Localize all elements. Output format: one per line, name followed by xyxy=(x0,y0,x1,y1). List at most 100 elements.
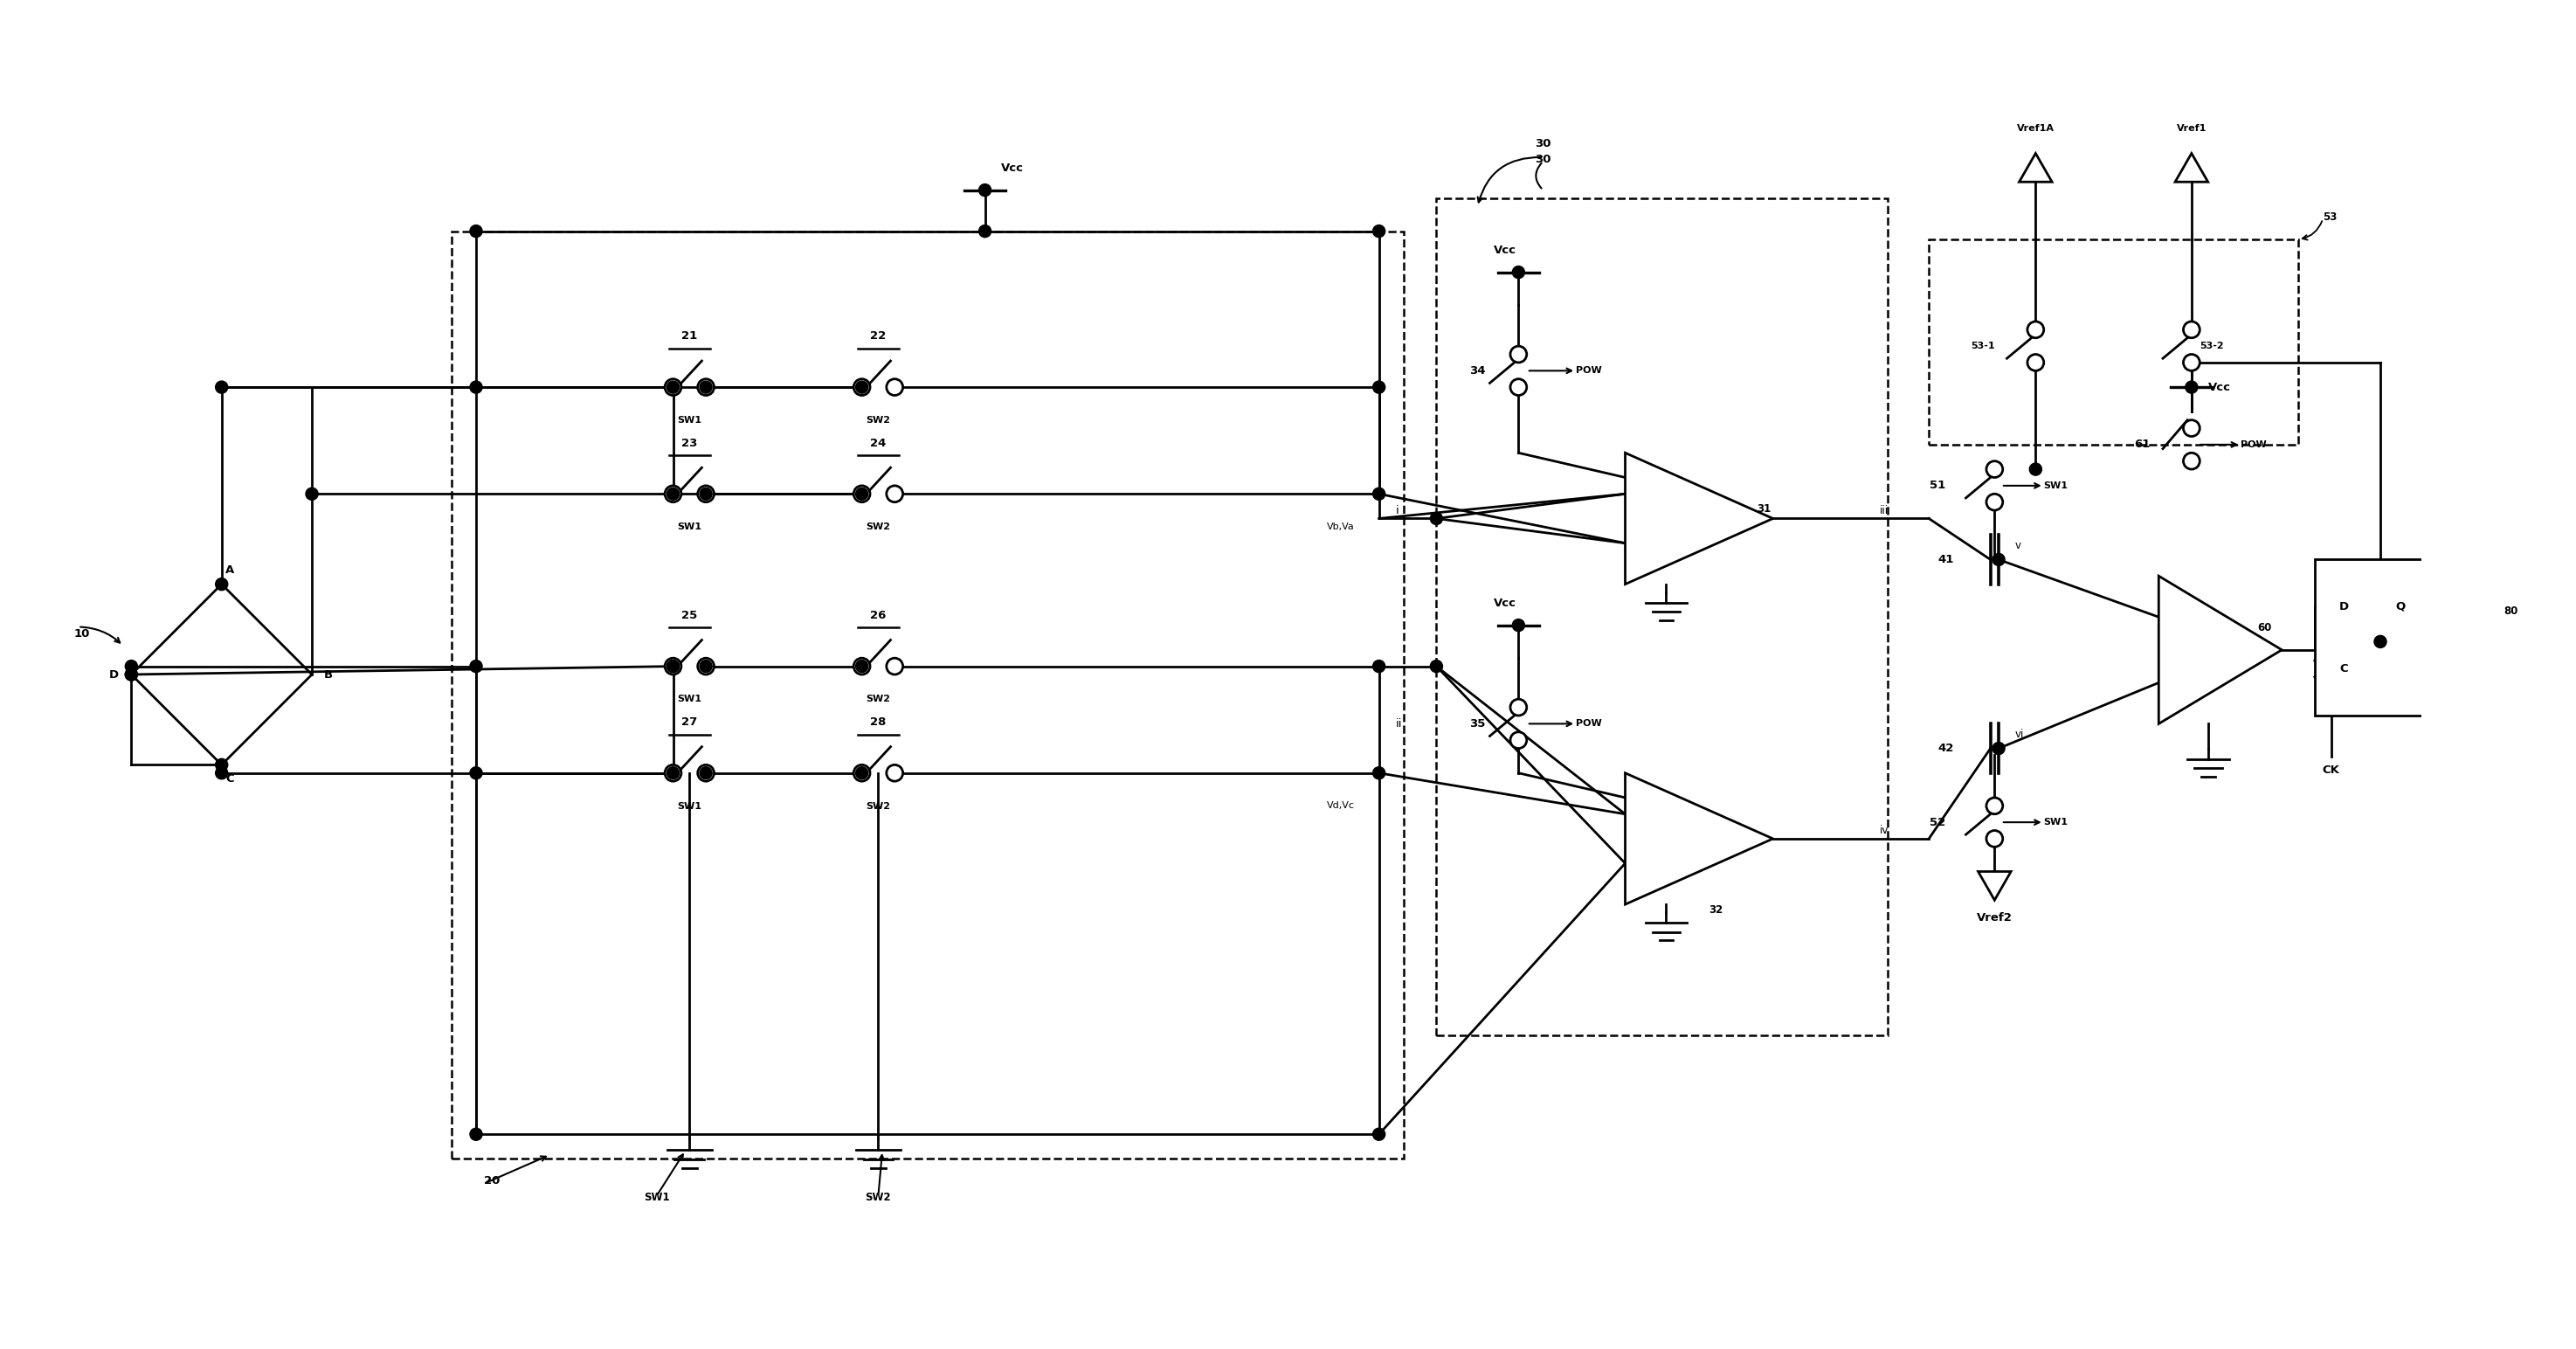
Text: 31: 31 xyxy=(1757,503,1770,514)
Circle shape xyxy=(1373,766,1386,780)
Circle shape xyxy=(979,183,992,196)
Circle shape xyxy=(855,660,868,672)
Text: Vcc: Vcc xyxy=(2208,382,2231,393)
Text: Vref1A: Vref1A xyxy=(2017,124,2056,132)
Text: 20: 20 xyxy=(484,1175,500,1187)
Circle shape xyxy=(853,379,871,395)
Text: 25: 25 xyxy=(683,610,698,621)
Bar xyxy=(2316,560,2429,715)
Circle shape xyxy=(667,766,680,780)
Text: B: B xyxy=(325,669,332,680)
Text: 26: 26 xyxy=(871,610,886,621)
Circle shape xyxy=(126,668,137,681)
Circle shape xyxy=(1373,660,1386,672)
Text: 53: 53 xyxy=(2324,212,2336,223)
Circle shape xyxy=(2184,420,2200,437)
Bar xyxy=(1929,239,2298,445)
Text: 60: 60 xyxy=(2257,622,2272,634)
Circle shape xyxy=(665,486,680,502)
Text: D: D xyxy=(2339,600,2349,612)
Circle shape xyxy=(886,379,902,395)
Circle shape xyxy=(665,765,680,781)
Circle shape xyxy=(1986,494,2002,510)
Circle shape xyxy=(698,658,714,674)
Circle shape xyxy=(701,660,711,672)
Circle shape xyxy=(886,658,902,674)
Circle shape xyxy=(979,225,992,237)
Text: 21: 21 xyxy=(683,331,698,343)
Polygon shape xyxy=(2174,154,2208,182)
Text: ii: ii xyxy=(1396,718,1401,730)
Text: 34: 34 xyxy=(1468,366,1486,376)
Circle shape xyxy=(886,765,902,781)
Circle shape xyxy=(1373,488,1386,500)
Circle shape xyxy=(667,380,680,394)
Circle shape xyxy=(667,660,680,672)
Circle shape xyxy=(1512,266,1525,278)
Circle shape xyxy=(853,765,871,781)
Text: Vcc: Vcc xyxy=(1494,598,1517,608)
Polygon shape xyxy=(2159,576,2282,724)
Text: 61: 61 xyxy=(2136,438,2151,451)
Circle shape xyxy=(701,488,711,500)
Circle shape xyxy=(2184,355,2200,371)
Text: SW1: SW1 xyxy=(2043,482,2069,490)
Text: SW2: SW2 xyxy=(866,522,891,532)
Text: iv: iv xyxy=(1880,824,1888,836)
Circle shape xyxy=(2184,380,2197,394)
Circle shape xyxy=(853,486,871,502)
Text: SW2: SW2 xyxy=(866,695,891,704)
Circle shape xyxy=(1510,379,1528,395)
Text: 80: 80 xyxy=(2504,606,2517,616)
Circle shape xyxy=(665,658,680,674)
Circle shape xyxy=(216,758,227,772)
Text: vi: vi xyxy=(2014,728,2025,741)
Text: +: + xyxy=(2169,611,2179,623)
Text: SW1: SW1 xyxy=(677,522,701,532)
Bar xyxy=(451,231,1404,1159)
Text: Vcc: Vcc xyxy=(1002,162,1025,174)
Text: 51: 51 xyxy=(1929,480,1945,491)
Text: SW2: SW2 xyxy=(866,1191,891,1203)
Circle shape xyxy=(307,488,317,500)
Circle shape xyxy=(1430,513,1443,525)
Text: SW1: SW1 xyxy=(677,801,701,811)
Polygon shape xyxy=(1625,453,1772,584)
Text: SW1: SW1 xyxy=(677,695,701,704)
Text: 42: 42 xyxy=(1937,743,1953,754)
Circle shape xyxy=(216,577,227,591)
Text: Vref1: Vref1 xyxy=(2177,124,2208,132)
Text: Vd,Vc: Vd,Vc xyxy=(1327,801,1355,811)
Polygon shape xyxy=(1978,871,2012,900)
Text: SW1: SW1 xyxy=(644,1191,670,1203)
Text: C: C xyxy=(2339,664,2347,674)
Circle shape xyxy=(1986,831,2002,847)
Polygon shape xyxy=(1625,773,1772,904)
Circle shape xyxy=(2375,635,2385,648)
Circle shape xyxy=(2030,463,2043,475)
Circle shape xyxy=(853,658,871,674)
Text: SW1: SW1 xyxy=(677,415,701,425)
Text: Vcc: Vcc xyxy=(1494,244,1517,256)
Polygon shape xyxy=(2020,154,2053,182)
Circle shape xyxy=(1986,461,2002,478)
Text: 10: 10 xyxy=(75,627,90,639)
Text: POW: POW xyxy=(1577,367,1602,375)
Circle shape xyxy=(667,488,680,500)
Text: 41: 41 xyxy=(1937,554,1953,565)
Text: iii: iii xyxy=(1880,505,1888,515)
Text: C: C xyxy=(227,773,234,784)
Circle shape xyxy=(126,668,137,681)
Text: CK: CK xyxy=(2324,765,2339,776)
Polygon shape xyxy=(2437,592,2519,691)
Circle shape xyxy=(1510,733,1528,749)
Circle shape xyxy=(216,380,227,394)
Circle shape xyxy=(1373,225,1386,237)
Circle shape xyxy=(469,766,482,780)
Text: Vref2: Vref2 xyxy=(1976,912,2012,924)
Circle shape xyxy=(886,486,902,502)
Text: 22: 22 xyxy=(871,331,886,343)
Circle shape xyxy=(1512,619,1525,631)
Circle shape xyxy=(1991,553,2004,565)
Text: v: v xyxy=(2014,540,2022,552)
